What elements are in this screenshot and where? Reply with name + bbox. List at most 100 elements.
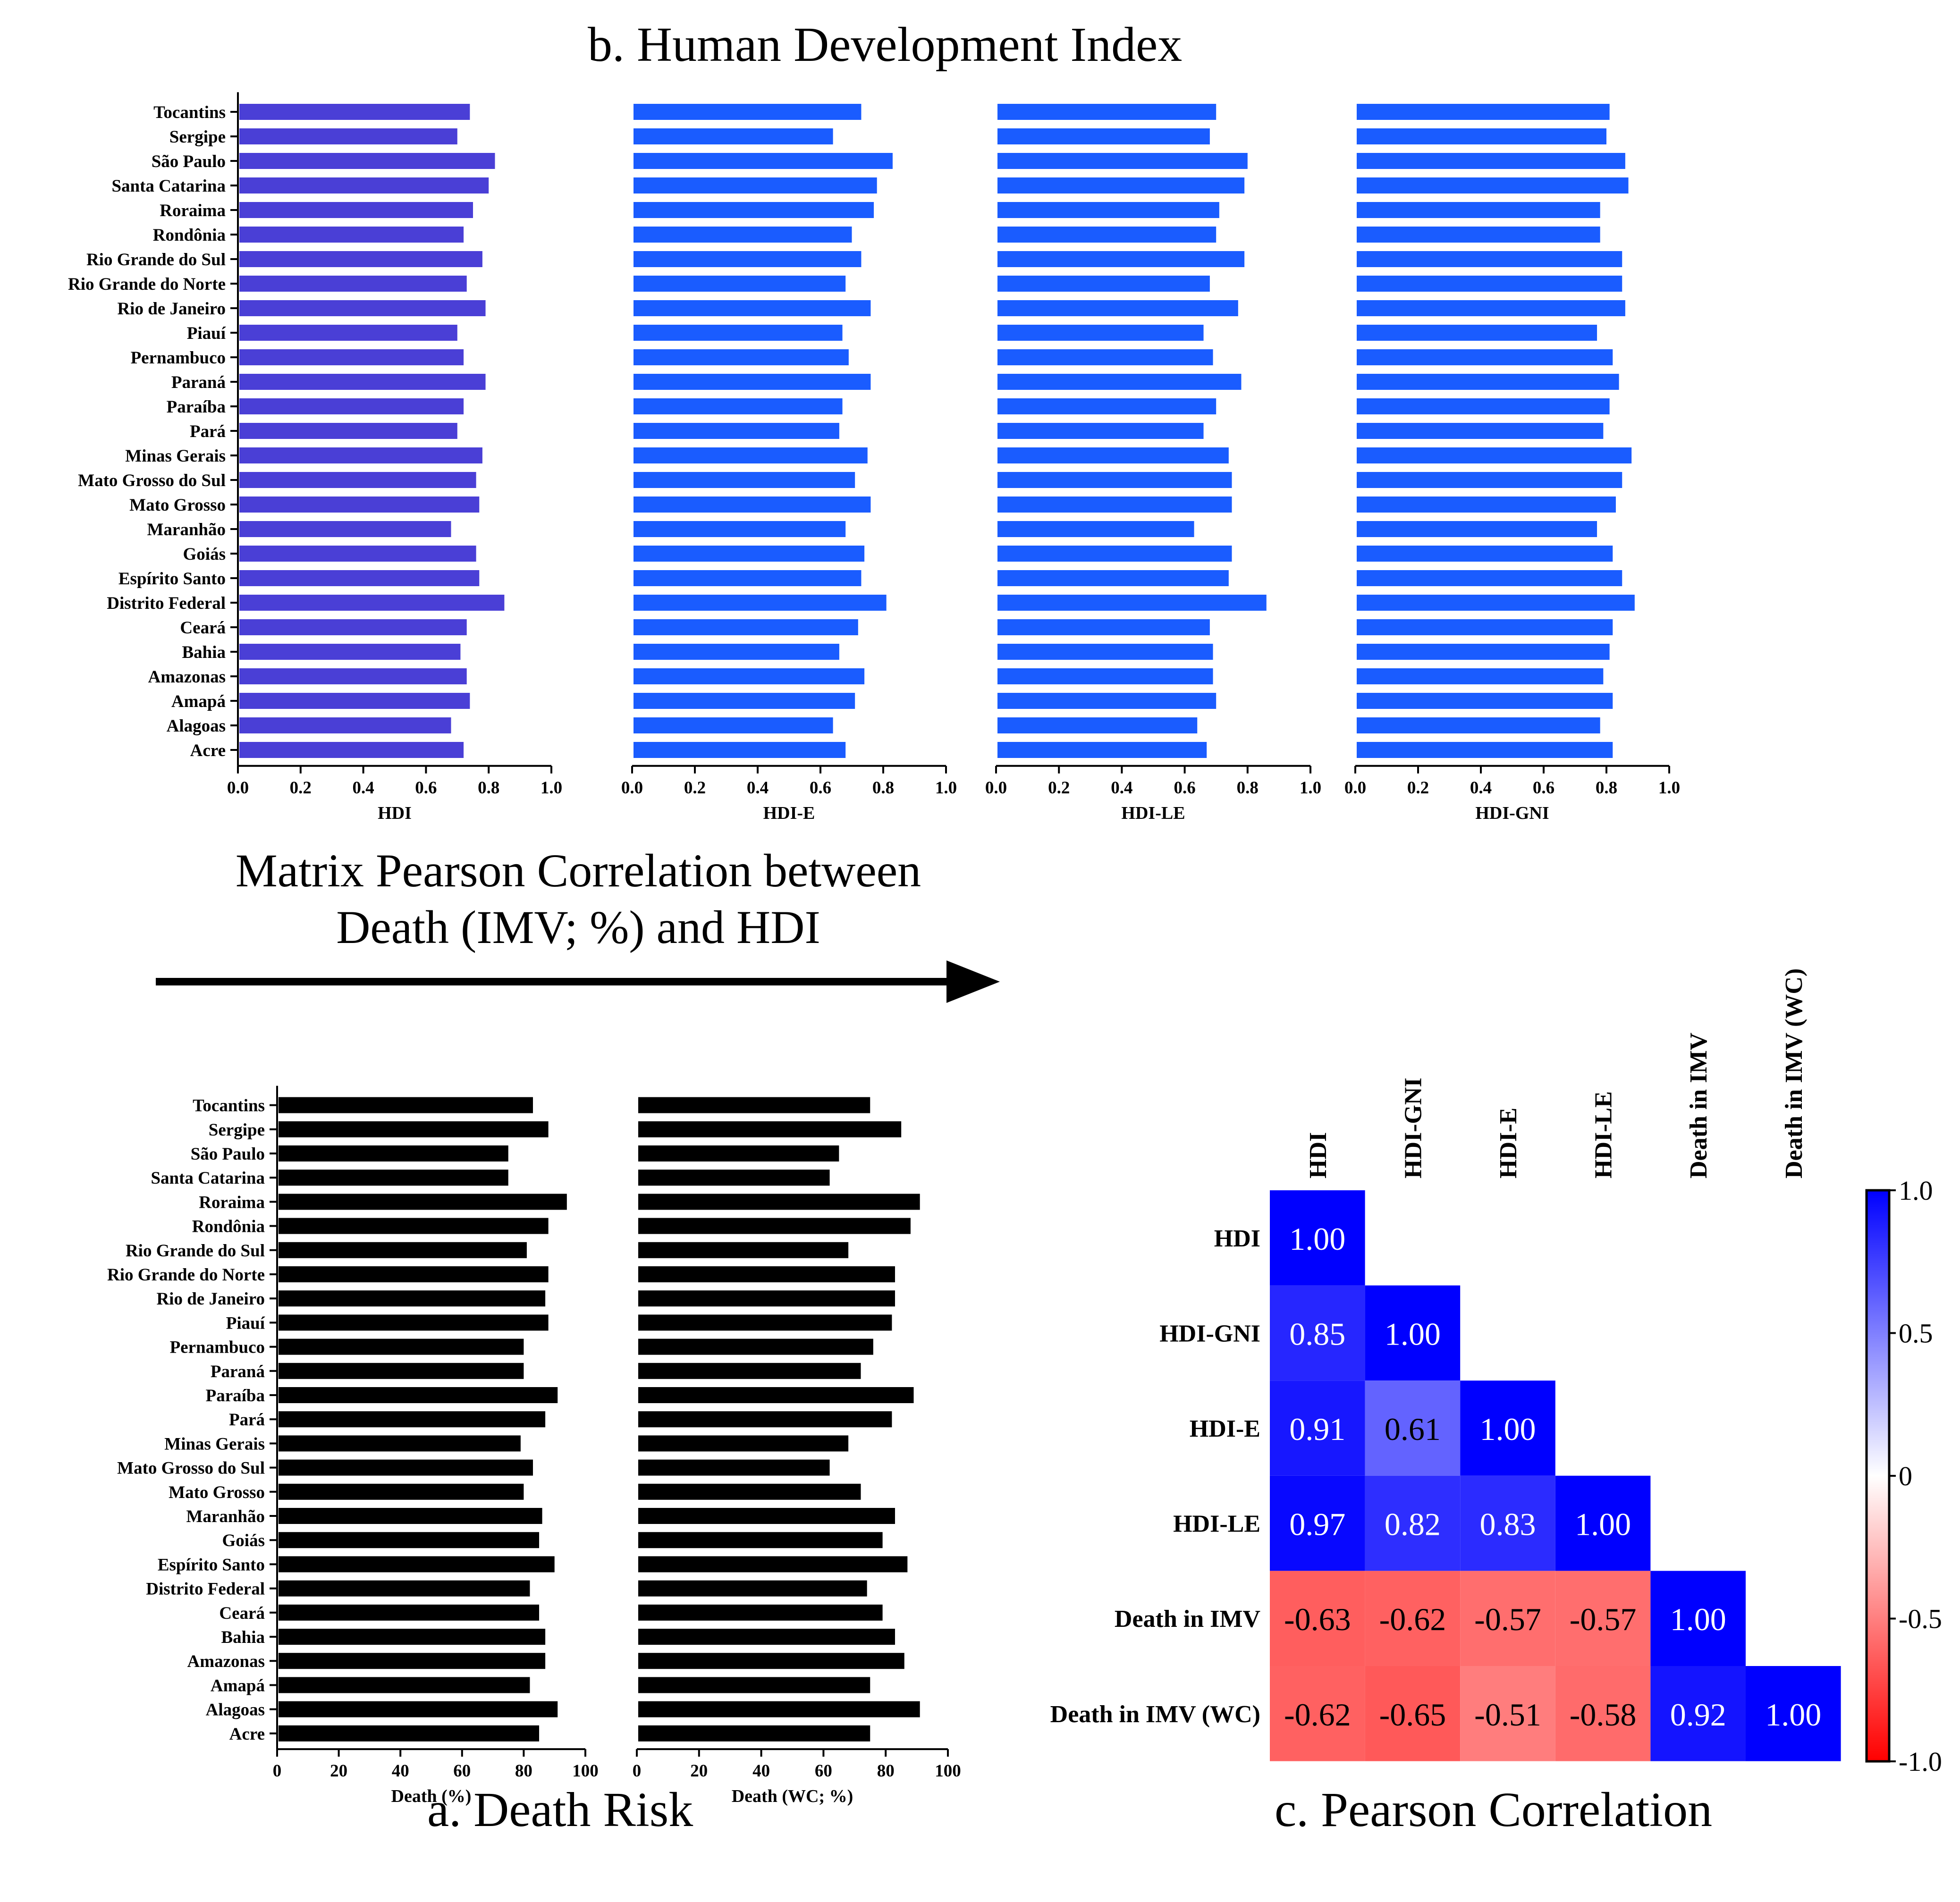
hdi-bar (239, 325, 457, 341)
death-bar (279, 1580, 530, 1597)
correlation-cell (1555, 1475, 1651, 1571)
hdi-e-xtick-label: 0.2 (684, 778, 706, 798)
death-category-label: Paraná (211, 1362, 265, 1381)
hdi-bar (239, 349, 464, 365)
correlation-value: -0.58 (1570, 1697, 1637, 1733)
death-category-label: Rio de Janeiro (156, 1289, 265, 1309)
correlation-row-label: HDI-E (1190, 1415, 1260, 1442)
death-wc-bar (638, 1580, 867, 1597)
hdi-gni-bar (1357, 546, 1613, 562)
death-wc-bar (638, 1459, 830, 1476)
panel-c-title: c. Pearson Correlation (1275, 1783, 1713, 1837)
death-category-label: Maranhão (186, 1507, 265, 1526)
hdi-bar (239, 472, 476, 488)
correlation-value: 1.00 (1385, 1316, 1441, 1352)
death-bar (279, 1218, 549, 1234)
hdi-le-xtick-label: 0.0 (985, 778, 1007, 798)
hdi-gni-bar (1357, 227, 1600, 243)
correlation-row-label: Death in IMV (WC) (1050, 1701, 1260, 1728)
colorbar-tick-label: 0.5 (1899, 1318, 1933, 1349)
hdi-xtick-label: 0.4 (352, 778, 374, 798)
hdi-category-label: Espírito Santo (118, 569, 226, 589)
correlation-cell (1650, 1666, 1746, 1761)
correlation-value: 0.97 (1289, 1506, 1345, 1542)
hdi-le-bar (997, 227, 1217, 243)
matrix-heading-line-1: Matrix Pearson Correlation between (235, 844, 921, 897)
death-wc-bar (638, 1145, 839, 1161)
death-bar (279, 1411, 546, 1428)
death-bar (279, 1121, 549, 1137)
correlation-value: 0.85 (1289, 1316, 1345, 1352)
hdi-le-chart: 0.0 0.2 0.4 0.6 0.8 1.0 HDI-LE (985, 104, 1321, 823)
death-category-label: Alagoas (206, 1700, 265, 1720)
death-xtick-label: 100 (572, 1761, 599, 1781)
hdi-gni-xtick-label: 0.0 (1344, 778, 1366, 798)
correlation-cell (1460, 1380, 1555, 1476)
hdi-category-label: Goiás (183, 545, 226, 564)
hdi-le-bar (997, 546, 1232, 562)
death-category-label: Rondônia (192, 1217, 265, 1237)
hdi-gni-bar (1357, 595, 1635, 611)
hdi-category-label: Rio Grande do Norte (68, 275, 226, 294)
hdi-gni-xtick-label: 0.6 (1533, 778, 1554, 798)
hdi-bar (239, 251, 482, 267)
hdi-chart: Tocantins Sergipe São Paulo Santa Catarina R… (68, 92, 562, 823)
correlation-cell (1460, 1475, 1555, 1571)
death-bar (279, 1363, 524, 1379)
death-wc-xtick-label: 100 (935, 1761, 961, 1781)
correlation-column-label: HDI (1305, 1132, 1332, 1178)
hdi-gni-xtick-label: 0.2 (1407, 778, 1429, 798)
correlation-cell (1270, 1571, 1365, 1666)
death-bar (279, 1701, 558, 1717)
hdi-e-xtick-label: 0.8 (872, 778, 894, 798)
death-wc-bar (638, 1653, 904, 1669)
hdi-e-xtick-label: 0.4 (747, 778, 769, 798)
death-bar (279, 1725, 540, 1742)
death-wc-bar (638, 1387, 914, 1403)
correlation-cell (1555, 1571, 1651, 1666)
hdi-e-bar (634, 325, 843, 341)
death-bar (279, 1653, 546, 1669)
death-bar (279, 1677, 530, 1693)
hdi-le-bar (997, 595, 1267, 611)
death-wc-bar (638, 1532, 883, 1549)
hdi-e-bar (634, 398, 843, 414)
correlation-cell (1746, 1666, 1841, 1761)
hdi-gni-bar (1357, 423, 1604, 439)
hdi-le-bar (997, 717, 1198, 733)
correlation-cell (1270, 1475, 1365, 1571)
death-bar (279, 1435, 521, 1452)
death-category-label: Acre (229, 1725, 265, 1744)
hdi-category-label: Alagoas (167, 716, 226, 736)
hdi-gni-bar (1357, 693, 1613, 709)
death-wc-bar (638, 1121, 902, 1137)
hdi-le-bar (997, 276, 1210, 292)
hdi-category-label: Roraima (160, 201, 226, 220)
death-wc-bar (638, 1194, 920, 1210)
hdi-e-bar (634, 521, 846, 537)
death-bar (279, 1145, 508, 1161)
hdi-e-bar (634, 619, 858, 635)
correlation-cell (1555, 1666, 1651, 1761)
hdi-category-label: Rondônia (153, 226, 226, 245)
death-bar (279, 1266, 549, 1282)
correlation-value: 0.82 (1385, 1506, 1441, 1542)
correlation-row-label: Death in IMV (1115, 1606, 1260, 1633)
death-bar (279, 1532, 540, 1549)
hdi-e-bar (634, 717, 833, 733)
hdi-gni-xtick-label: 1.0 (1658, 778, 1680, 798)
hdi-category-label: Paraíba (167, 397, 226, 417)
death-category-label: Santa Catarina (151, 1169, 265, 1188)
death-category-label: Amapá (211, 1676, 265, 1695)
hdi-gni-xtick-label: 0.8 (1596, 778, 1617, 798)
death-wc-chart: 0 20 40 60 80 100 Death (WC; %) (633, 1097, 961, 1806)
correlation-value: 1.00 (1289, 1221, 1345, 1257)
death-category-label: Goiás (222, 1531, 265, 1550)
death-wc-bar (638, 1483, 861, 1500)
death-wc-bar (638, 1725, 870, 1742)
hdi-le-bar (997, 742, 1207, 758)
death-wc-bar (638, 1701, 920, 1717)
colorbar-tick-label: 1.0 (1899, 1175, 1933, 1206)
hdi-gni-bar (1357, 202, 1600, 218)
hdi-le-bar (997, 693, 1217, 709)
